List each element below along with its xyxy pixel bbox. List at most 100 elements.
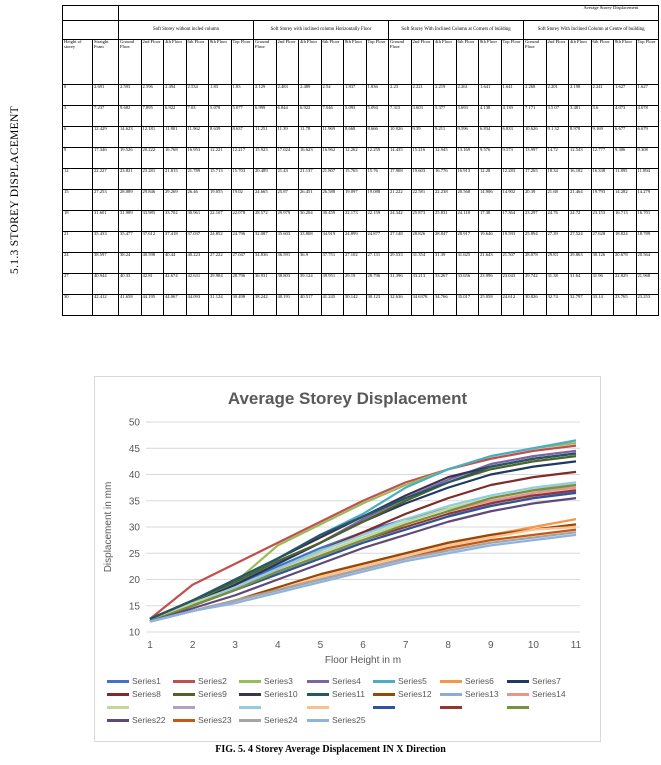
displacement-cell: 40.223 [185,252,209,274]
displacement-cell: 21.68 [545,189,569,211]
displacement-cell: 10.626 [523,126,547,148]
column-header: 6th Floor [590,39,614,85]
displacement-cell: 6.922 [163,105,187,127]
legend-label: Series23 [198,715,232,725]
legend-swatch [307,680,329,684]
legend-item: Series22 [107,715,166,725]
y-tick-label: 20 [129,575,141,586]
displacement-cell: 17.364 [500,210,524,232]
series-line [149,483,577,623]
displacement-cell: 9.576 [478,147,502,169]
displacement-cell: 2.198 [568,84,592,106]
displacement-cell: 9.573 [500,147,524,169]
table-row: 30 42.412 41.658 44.195 44.067 44.093 31.124 30… [62,294,660,316]
displacement-cell: 7.315 [388,105,412,127]
displacement-cell: 24.342 [388,210,412,232]
displacement-cell: 3.693 [455,105,479,127]
storey-height-cell: 18 [62,210,93,232]
displacement-cell: 16.953 [185,147,209,169]
displacement-cell: 1.641 [478,84,502,106]
x-tick-label: 1 [147,640,153,651]
column-header: 6th Floor [185,39,209,85]
displacement-cell: 28.917 [455,231,479,253]
displacement-cell: 20.568 [455,189,479,211]
legend-item: Series4 [307,676,361,686]
table-row: 0 2.691 2.593 2.596 2.494 2.534 1.83 1.83 2.129 2… [62,84,660,106]
displacement-cell: 9.169 [590,126,614,148]
displacement-cell: 18.789 [635,231,660,253]
table-row: 3 7.237 9.682 7.895 6.922 7.03 5.078 5.077 6.999… [62,105,660,127]
column-header: 8th Floor [478,39,502,85]
displacement-cell: 33.213 [410,273,434,295]
displacement-cell: 27.102 [343,252,367,274]
displacement-cell: 25.873 [410,210,434,232]
displacement-cell: 33.14 [590,294,614,316]
displacement-cell: 25.831 [433,210,457,232]
legend-item: Series12 [373,689,432,699]
displacement-cell: 11.801 [163,126,187,148]
displacement-cell: 32.636 [388,294,412,316]
displacement-cell: 17.38 [478,210,502,232]
displacement-cell: 5.077 [230,105,254,127]
displacement-cell: 33.702 [163,210,187,232]
legend-swatch [107,680,129,684]
legend-label: Series13 [465,689,499,699]
displacement-cell: 35.603 [275,231,299,253]
displacement-cell: 40.191 [275,294,299,316]
displacement-cell: 36.931 [253,273,277,295]
displacement-cell: 34.6378 [410,294,434,316]
displacement-cell: 37.418 [163,231,187,253]
displacement-cell: 19.02 [230,189,254,211]
column-header: 8th Floor [613,39,637,85]
chart-frame: Average Storey Displacement 10 15 20 25 30 35… [94,376,601,742]
displacement-cell: 15.765 [343,168,367,190]
displacement-cell: 28.089 [118,189,142,211]
displacement-cell: 31.354 [410,252,434,274]
displacement-cell: 23.281 [140,168,164,190]
legend-item: Series3 [239,676,293,686]
displacement-cell: 25.058 [478,294,502,316]
displacement-cell: 26.588 [320,189,344,211]
legend-label: Series11 [332,689,365,699]
displacement-cell: 41.658 [118,294,142,316]
table-title: Average Storey Displacement [117,5,660,21]
displacement-cell: 11.39 [275,126,299,148]
displacement-cell: 2.596 [140,84,164,106]
displacement-cell: 41.245 [320,294,344,316]
displacement-cell: 39.951 [320,273,344,295]
series-line [149,531,577,623]
displacement-cell: 21.789 [185,168,209,190]
legend-swatch [239,693,261,697]
column-header: 6th Floor [320,39,344,85]
displacement-cell: 14.623 [118,126,142,148]
column-header: Ground Floor [253,39,277,85]
displacement-cell: 11.962 [185,126,209,148]
displacement-cell: 16.623 [298,147,322,169]
displacement-cell: 3.481 [568,105,592,127]
displacement-cell: 13.169 [455,147,479,169]
displacement-cell: 30.142 [343,294,367,316]
displacement-cell: 34.766 [433,294,457,316]
displacement-cell: 16.776 [433,168,457,190]
displacement-cell: 3.603 [410,105,434,127]
displacement-cell: 8.668 [343,126,367,148]
y-tick-label: 35 [129,496,141,507]
column-header: 4th Floor [433,39,457,85]
displacement-cell: 17.908 [388,168,412,190]
displacement-cell: 2.219 [433,84,457,106]
legend-item: Series2 [173,676,227,686]
displacement-cell: 20.222 [140,147,164,169]
legend-swatch [173,693,195,697]
legend-swatch [107,693,129,697]
displacement-cell: 21.643 [478,252,502,274]
displacement-cell: 20.564 [635,252,660,274]
displacement-cell: 27.047 [230,252,254,274]
displacement-table: Average Storey Displacement Soft Storey … [62,5,660,316]
legend-swatch [173,719,195,723]
displacement-cell: 9.596 [455,126,479,148]
displacement-cell: 27.39 [545,231,569,253]
column-header: 8th Floor [343,39,367,85]
displacement-cell: 19.646 [478,231,502,253]
displacement-cell: 19.793 [590,189,614,211]
